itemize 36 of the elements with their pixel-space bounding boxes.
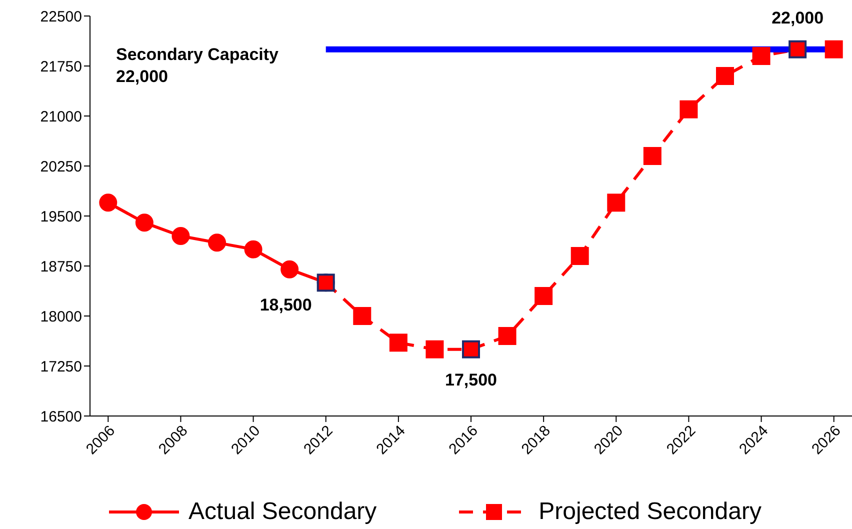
y-tick-label: 19500 xyxy=(40,208,82,226)
y-tick-label: 21000 xyxy=(40,108,82,126)
annotation: 18,500 xyxy=(260,296,312,315)
point xyxy=(353,307,372,325)
point xyxy=(244,240,262,258)
annotation: 22,000 xyxy=(772,8,824,28)
point xyxy=(462,340,480,358)
legend-label: Actual Secondary xyxy=(188,498,377,526)
annotation: 17,500 xyxy=(445,370,497,390)
y-tick-label: 18750 xyxy=(40,258,82,276)
point xyxy=(534,287,553,305)
point xyxy=(280,260,299,278)
y-tick-label: 20250 xyxy=(40,158,82,176)
point xyxy=(498,327,516,345)
point xyxy=(389,334,408,352)
y-tick-label: 21750 xyxy=(40,58,82,76)
legend-label: Projected Secondary xyxy=(538,498,762,526)
point xyxy=(643,147,662,165)
y-tick-label: 17250 xyxy=(40,358,82,376)
point xyxy=(316,274,335,292)
point xyxy=(135,214,154,232)
point xyxy=(824,40,843,58)
point xyxy=(788,40,807,58)
point xyxy=(570,247,589,265)
point xyxy=(752,47,770,65)
point xyxy=(426,340,444,358)
point xyxy=(208,234,226,252)
point xyxy=(172,227,190,245)
point xyxy=(607,194,626,212)
point xyxy=(680,100,698,118)
point xyxy=(716,67,734,85)
y-tick-label: 16500 xyxy=(40,408,82,426)
annotation: Secondary Capacity 22,000 xyxy=(116,44,280,88)
y-tick-label: 22500 xyxy=(40,8,82,26)
point xyxy=(99,194,118,212)
y-tick-label: 18000 xyxy=(40,308,82,326)
